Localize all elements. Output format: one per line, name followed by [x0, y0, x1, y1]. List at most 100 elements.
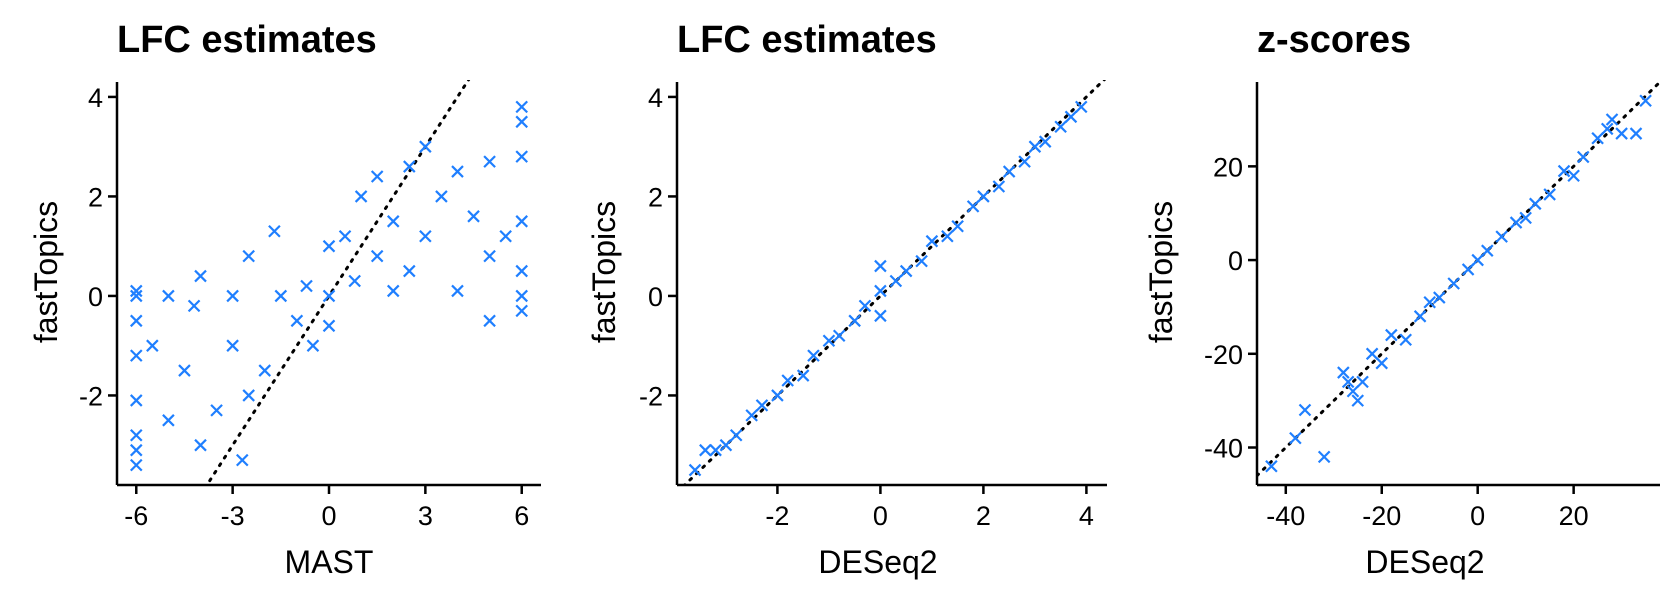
- data-point: [1375, 356, 1389, 370]
- y-tick-label: 4: [88, 83, 103, 113]
- data-point: [370, 170, 384, 183]
- data-point: [688, 463, 702, 477]
- data-point: [1519, 211, 1532, 225]
- x-axis-label: DESeq2: [818, 544, 937, 580]
- x-tick-label: 2: [976, 501, 991, 531]
- data-point: [499, 229, 512, 243]
- data-point: [419, 140, 432, 153]
- data-point: [1298, 403, 1312, 417]
- data-point: [889, 274, 903, 288]
- data-point: [1337, 366, 1350, 379]
- data-point: [858, 299, 872, 313]
- data-point: [1028, 140, 1042, 153]
- data-point: [338, 229, 352, 243]
- data-point: [951, 220, 964, 233]
- data-point: [1495, 230, 1508, 243]
- data-point: [1356, 375, 1369, 389]
- data-point: [129, 314, 143, 328]
- x-tick-label: 0: [873, 501, 888, 531]
- data-point: [322, 239, 336, 253]
- data-point: [162, 289, 175, 303]
- data-point: [129, 394, 143, 407]
- data-point: [322, 289, 336, 303]
- data-point: [146, 339, 159, 352]
- x-axis-label: MAST: [285, 544, 374, 580]
- data-point: [129, 289, 143, 303]
- data-point: [1289, 431, 1302, 445]
- data-point: [699, 443, 712, 457]
- data-point: [1265, 459, 1278, 473]
- data-point: [1481, 244, 1494, 257]
- data-point: [515, 304, 529, 318]
- y-axis-label: fastTopics: [1143, 201, 1179, 343]
- data-point: [403, 160, 416, 173]
- x-tick-label: -40: [1266, 501, 1305, 531]
- data-point: [771, 389, 784, 402]
- data-point: [1385, 328, 1398, 342]
- data-point: [1317, 450, 1331, 464]
- panel-zscores: z-scores fastTopics DESeq2 -40 -20 0 20 -40 -…: [1143, 19, 1660, 580]
- data-point: [781, 374, 794, 387]
- y-tick-label: 4: [648, 83, 663, 113]
- panel-deseq2-lfc: LFC estimates fastTopics DESeq2 -2 0 2 4 -2 0…: [586, 19, 1107, 580]
- data-point: [194, 269, 207, 283]
- x-axis-label: DESeq2: [1365, 544, 1484, 580]
- data-point: [1605, 113, 1619, 126]
- data-point: [515, 115, 529, 129]
- data-point: [451, 165, 464, 178]
- data-point: [1346, 385, 1360, 398]
- data-point: [129, 458, 143, 472]
- x-tick-label: 0: [1470, 501, 1485, 531]
- data-point: [1064, 110, 1078, 124]
- data-point: [322, 319, 336, 333]
- x-tick-label: -20: [1362, 501, 1401, 531]
- data-point: [403, 264, 416, 278]
- data-point: [515, 289, 529, 303]
- x-tick-label: -3: [221, 501, 245, 531]
- panel-title: z-scores: [1257, 19, 1411, 61]
- data-point: [306, 339, 320, 352]
- data-point: [226, 289, 239, 303]
- data-point: [719, 438, 733, 452]
- data-point: [1543, 188, 1556, 201]
- x-tick-label: 4: [1079, 501, 1094, 531]
- data-point: [451, 284, 464, 298]
- data-point: [162, 414, 175, 427]
- data-point: [1018, 155, 1031, 168]
- data-point: [709, 443, 722, 457]
- y-axis-label: fastTopics: [28, 201, 64, 343]
- data-point: [1365, 347, 1379, 361]
- data-point: [1557, 164, 1571, 178]
- data-point: [242, 249, 255, 263]
- data-point: [515, 215, 529, 228]
- data-point: [848, 314, 861, 328]
- x-tick-label: 0: [321, 501, 336, 531]
- data-point: [1423, 295, 1436, 309]
- y-tick-label: 2: [648, 182, 663, 212]
- y-axis-label: fastTopics: [586, 201, 622, 343]
- data-point: [899, 264, 913, 278]
- data-point: [1002, 165, 1016, 178]
- data-point: [941, 229, 954, 243]
- data-point: [194, 438, 207, 452]
- data-point: [483, 155, 496, 168]
- x-tick-label: -2: [765, 501, 789, 531]
- data-point: [807, 349, 820, 362]
- data-point: [1341, 375, 1355, 389]
- data-point: [419, 229, 432, 243]
- data-point: [235, 453, 249, 467]
- y-tick-label: 2: [88, 182, 103, 212]
- data-point: [467, 210, 480, 223]
- data-point: [515, 150, 529, 163]
- data-point: [129, 349, 143, 362]
- data-point: [386, 284, 400, 298]
- data-point: [1567, 169, 1580, 182]
- panel-title: LFC estimates: [677, 19, 937, 61]
- data-point: [129, 443, 143, 457]
- data-point: [268, 224, 281, 238]
- data-point: [242, 389, 255, 402]
- data-point: [1576, 150, 1590, 164]
- data-point: [1038, 135, 1052, 148]
